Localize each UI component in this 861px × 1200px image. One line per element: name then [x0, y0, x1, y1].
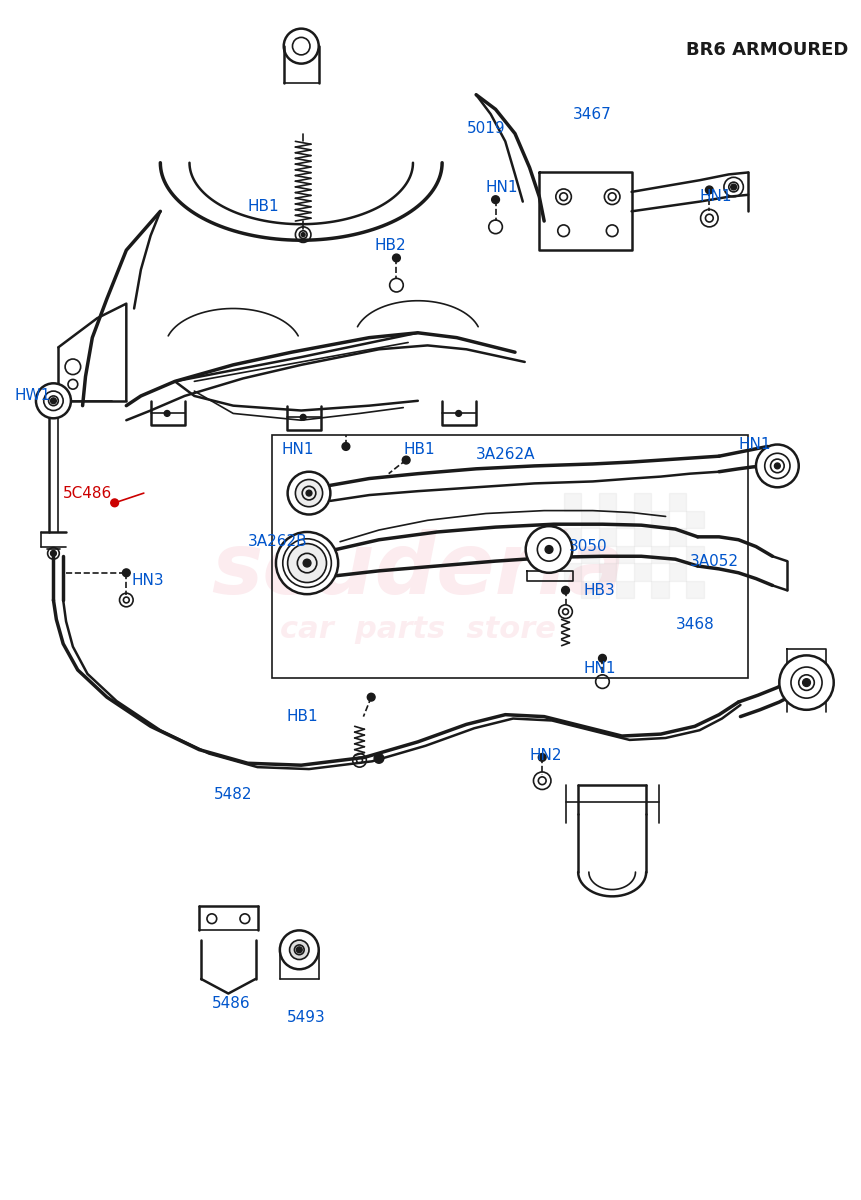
- Text: 5486: 5486: [212, 996, 251, 1010]
- Text: 5493: 5493: [287, 1010, 325, 1025]
- Bar: [616, 546, 634, 563]
- Bar: [668, 493, 686, 511]
- Circle shape: [303, 559, 311, 566]
- Circle shape: [289, 940, 309, 960]
- Circle shape: [779, 655, 833, 710]
- Circle shape: [492, 196, 499, 204]
- Circle shape: [756, 444, 799, 487]
- Bar: [634, 493, 651, 511]
- Bar: [651, 581, 668, 598]
- Circle shape: [731, 184, 736, 190]
- Bar: [598, 563, 616, 581]
- Circle shape: [342, 443, 350, 450]
- Circle shape: [276, 532, 338, 594]
- Text: HN3: HN3: [131, 574, 164, 588]
- Text: HB2: HB2: [375, 238, 406, 253]
- Text: 3A052: 3A052: [690, 553, 739, 569]
- Circle shape: [288, 544, 326, 582]
- Text: 3A262A: 3A262A: [476, 446, 536, 462]
- Text: car  parts  store: car parts store: [280, 614, 555, 643]
- Circle shape: [561, 587, 569, 594]
- Bar: [686, 511, 703, 528]
- Text: 3050: 3050: [568, 539, 607, 554]
- Circle shape: [36, 383, 71, 419]
- Circle shape: [368, 694, 375, 701]
- Circle shape: [307, 490, 312, 496]
- Bar: [564, 528, 581, 546]
- Text: HN1: HN1: [583, 660, 616, 676]
- Bar: [564, 493, 581, 511]
- Bar: [686, 581, 703, 598]
- Bar: [686, 546, 703, 563]
- Text: 3A262B: 3A262B: [248, 534, 307, 550]
- Circle shape: [280, 930, 319, 970]
- Bar: [651, 511, 668, 528]
- Bar: [651, 546, 668, 563]
- Bar: [598, 528, 616, 546]
- Text: HB1: HB1: [403, 442, 435, 457]
- Circle shape: [705, 186, 713, 194]
- Text: HN1: HN1: [282, 442, 314, 457]
- Circle shape: [455, 410, 461, 416]
- Text: BR6 ARMOURED: BR6 ARMOURED: [686, 41, 849, 59]
- Circle shape: [296, 947, 302, 953]
- Bar: [581, 511, 598, 528]
- Circle shape: [295, 480, 323, 506]
- Text: HN1: HN1: [486, 180, 518, 194]
- Circle shape: [538, 754, 546, 761]
- Bar: [564, 563, 581, 581]
- Bar: [598, 493, 616, 511]
- Circle shape: [51, 551, 56, 557]
- Bar: [634, 528, 651, 546]
- Circle shape: [393, 254, 400, 262]
- Bar: [616, 581, 634, 598]
- Text: HB3: HB3: [583, 583, 615, 598]
- Text: 5482: 5482: [214, 787, 252, 802]
- Text: HB1: HB1: [287, 709, 319, 724]
- Circle shape: [111, 499, 119, 506]
- Text: HW1: HW1: [15, 389, 51, 403]
- Circle shape: [774, 463, 780, 469]
- Circle shape: [51, 398, 56, 403]
- Circle shape: [545, 546, 553, 553]
- Text: 5019: 5019: [467, 121, 505, 137]
- Circle shape: [122, 569, 130, 577]
- Text: HN1: HN1: [739, 437, 771, 452]
- Bar: [581, 581, 598, 598]
- Bar: [272, 434, 748, 678]
- Circle shape: [598, 654, 606, 662]
- Text: HN1: HN1: [700, 190, 732, 204]
- Circle shape: [288, 472, 331, 515]
- Text: scuderia: scuderia: [211, 529, 625, 612]
- Bar: [668, 528, 686, 546]
- Circle shape: [402, 456, 410, 464]
- Circle shape: [301, 233, 305, 236]
- Text: 3468: 3468: [675, 617, 714, 631]
- Circle shape: [526, 526, 573, 572]
- Bar: [581, 546, 598, 563]
- Text: 5C486: 5C486: [63, 486, 113, 500]
- Circle shape: [164, 410, 170, 416]
- Bar: [634, 563, 651, 581]
- Circle shape: [300, 414, 307, 420]
- Bar: [616, 511, 634, 528]
- Text: HN2: HN2: [530, 748, 562, 763]
- Circle shape: [375, 754, 384, 763]
- Text: 3467: 3467: [573, 107, 612, 121]
- Text: HB1: HB1: [248, 199, 280, 214]
- Circle shape: [802, 679, 810, 686]
- Bar: [668, 563, 686, 581]
